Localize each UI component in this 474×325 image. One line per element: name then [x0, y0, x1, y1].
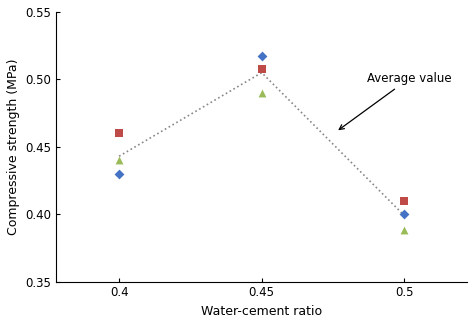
Point	[115, 171, 123, 176]
X-axis label: Water-cement ratio: Water-cement ratio	[201, 305, 322, 318]
Point	[401, 198, 408, 203]
Point	[258, 54, 265, 59]
Point	[401, 212, 408, 217]
Y-axis label: Compressive strength (MPa): Compressive strength (MPa)	[7, 58, 20, 235]
Point	[115, 158, 123, 163]
Text: Average value: Average value	[339, 72, 452, 129]
Point	[401, 228, 408, 233]
Point	[115, 131, 123, 136]
Point	[258, 90, 265, 96]
Point	[258, 66, 265, 71]
